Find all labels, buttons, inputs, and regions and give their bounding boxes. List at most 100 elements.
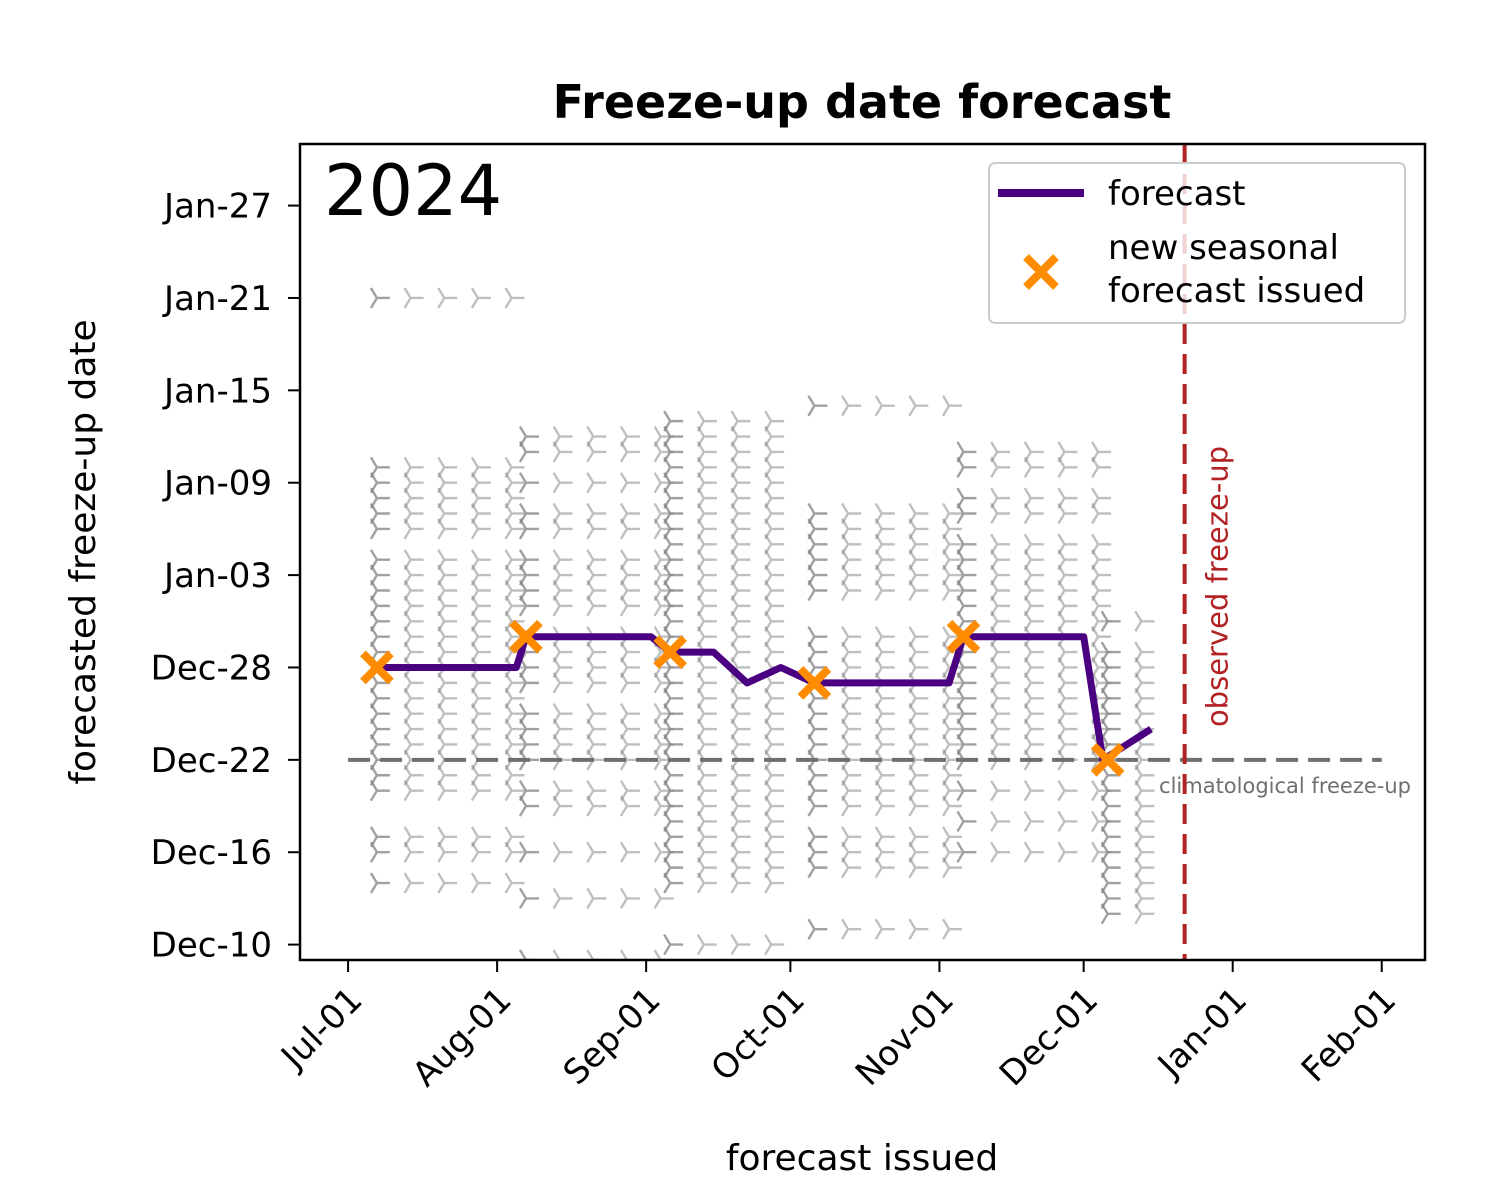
ensemble-member-marker	[1057, 841, 1078, 863]
ensemble-member-marker	[586, 949, 607, 960]
ensemble-member-marker	[552, 518, 573, 540]
ensemble-member-marker	[942, 395, 963, 417]
ensemble-member-marker	[552, 949, 573, 960]
ensemble-member-marker	[1057, 502, 1078, 525]
legend-new-forecast-label: new seasonal forecast issued	[1108, 228, 1365, 311]
legend: forecast new seasonal forecast issued	[988, 162, 1406, 324]
legend-new-forecast-label-line: forecast issued	[1108, 271, 1365, 311]
ensemble-member-marker	[552, 795, 573, 817]
year-label: 2024	[324, 150, 502, 232]
new-forecast-marker	[360, 650, 394, 685]
climatology-label: climatological freeze-up	[1159, 774, 1411, 798]
new-forecast-markers	[360, 619, 1125, 777]
ensemble-member-marker	[1023, 810, 1044, 833]
ensemble-member-marker	[619, 595, 640, 617]
ensemble-member-marker	[807, 579, 828, 602]
ensemble-member-marker	[1057, 780, 1078, 802]
y-tick-label: Jan-21	[162, 279, 272, 319]
ensemble-member-marker	[1091, 456, 1112, 478]
ensemble-member-marker	[942, 918, 963, 940]
ensemble-member-marker	[663, 872, 684, 894]
new-forecast-marker	[946, 619, 981, 654]
ensemble-member-marker	[504, 287, 525, 309]
ensemble-member-marker	[552, 472, 573, 494]
ensemble-member-marker	[518, 672, 539, 694]
ensemble-member-marker	[874, 918, 895, 940]
ensemble-member-marker	[956, 502, 977, 525]
ensemble-member-marker	[518, 795, 539, 817]
ensemble-member-marker	[956, 780, 977, 802]
y-tick-label: Dec-16	[151, 833, 272, 873]
ensemble-member-marker	[586, 595, 607, 617]
x-axis-label: forecast issued	[726, 1138, 998, 1179]
ensemble-member-marker	[1100, 903, 1121, 925]
ensemble-member-marker	[874, 579, 895, 602]
legend-forecast-label: forecast	[1108, 174, 1246, 214]
ensemble-member-marker	[807, 918, 828, 940]
ensemble-member-marker	[437, 518, 458, 540]
y-axis: Dec-10 Dec-16 Dec-22 Dec-28 Jan-03 Jan-09 Jan-…	[151, 187, 300, 966]
ensemble-member-marker	[619, 795, 640, 817]
ensemble-member-marker	[841, 395, 862, 417]
ensemble-member-marker	[518, 472, 539, 494]
ensemble-member-marker	[764, 872, 785, 894]
new-forecast-marker	[797, 666, 832, 700]
ensemble-member-marker	[956, 841, 977, 863]
ensemble-member-marker	[730, 933, 751, 956]
y-tick-label: Jan-09	[162, 464, 272, 504]
ensemble-member-marker	[841, 857, 862, 879]
ensemble-member-marker	[504, 780, 525, 802]
ensemble-member-marker	[470, 287, 491, 309]
ensemble-member-marker	[552, 441, 573, 463]
ensemble-member-marker	[1091, 502, 1112, 525]
ensemble-member-marker	[764, 933, 785, 956]
y-tick-label: Jan-03	[162, 556, 272, 596]
ensemble-member-marker	[653, 887, 674, 910]
ensemble-member-marker	[437, 287, 458, 309]
ensemble-member-marker	[942, 857, 963, 879]
new-forecast-marker	[1090, 743, 1125, 777]
ensemble-member-marker	[990, 841, 1011, 863]
ensemble-member-marker	[437, 841, 458, 863]
observed-label: observed freeze-up	[1201, 446, 1235, 727]
ensemble-member-marker	[663, 933, 684, 956]
ensemble-member-marker	[696, 933, 717, 956]
ensemble-member-marker	[841, 579, 862, 602]
ensemble-member-marker	[518, 949, 539, 960]
ensemble-member-marker	[504, 841, 525, 863]
plot-frame	[298, 142, 1427, 962]
ensemble-member-marker	[619, 887, 640, 910]
ensemble-member-marker	[1023, 456, 1044, 478]
ensemble-member-marker	[874, 395, 895, 417]
ensemble-member-marker	[841, 918, 862, 940]
ensemble-member-marker	[942, 795, 963, 817]
ensemble-member-marker	[807, 795, 828, 817]
ensemble-member-marker	[369, 841, 390, 863]
ensemble-member-marker	[619, 841, 640, 863]
ensemble-member-marker	[552, 841, 573, 863]
ensemble-member-marker	[518, 887, 539, 910]
ensemble-member-marker	[403, 841, 424, 863]
ensemble-member-marker	[504, 872, 525, 894]
ensemble-member-marker	[470, 841, 491, 863]
ensemble-member-marker	[552, 595, 573, 617]
ensemble-member-marker	[518, 518, 539, 540]
ensemble-member-marker	[1023, 780, 1044, 802]
ensemble-member-marker	[1057, 456, 1078, 478]
ensemble-member-marker	[619, 518, 640, 540]
ensemble-member-marker	[437, 780, 458, 802]
ensemble-member-marker	[1057, 810, 1078, 833]
climatology-line-group: climatological freeze-up	[348, 757, 1411, 798]
ensemble-member-marker	[437, 872, 458, 894]
ensemble-member-marker	[942, 579, 963, 602]
ensemble-member-marker	[990, 502, 1011, 525]
ensemble-member-marker	[619, 672, 640, 694]
ensemble-member-marker	[619, 441, 640, 463]
forecast-line	[376, 633, 1153, 764]
ensemble-member-marker	[956, 810, 977, 833]
legend-box	[988, 162, 1406, 324]
ensemble-member-marker	[470, 518, 491, 540]
ensemble-member-marker	[369, 518, 390, 540]
new-forecast-marker	[653, 635, 688, 669]
ensemble-member-marker	[841, 795, 862, 817]
